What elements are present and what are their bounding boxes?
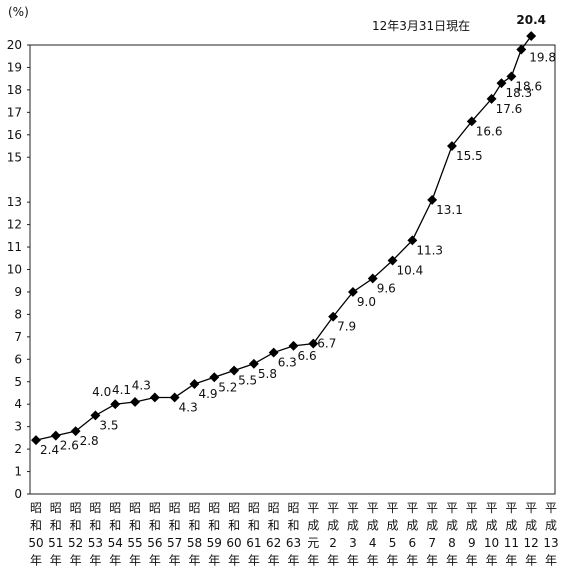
x-tick-label: 昭和 52 年 bbox=[68, 501, 83, 568]
x-tick-label: 昭和 55 年 bbox=[127, 501, 142, 568]
x-tick-label: 昭和 57 年 bbox=[167, 501, 182, 568]
marker bbox=[367, 273, 378, 284]
x-tick-label: 平成 2 年 bbox=[327, 501, 339, 568]
data-label: 5.5 bbox=[238, 374, 257, 388]
marker bbox=[387, 255, 398, 266]
y-tick-label: 10 bbox=[7, 263, 22, 277]
y-tick-label: 15 bbox=[7, 150, 22, 164]
y-tick-label: 3 bbox=[14, 420, 22, 434]
marker bbox=[427, 194, 438, 205]
data-label: 7.9 bbox=[337, 320, 356, 334]
y-tick-label: 19 bbox=[7, 60, 22, 74]
x-tick-label: 昭和 51 年 bbox=[48, 501, 63, 568]
x-tick-label: 昭和 63 年 bbox=[286, 501, 301, 568]
marker bbox=[229, 365, 240, 376]
marker bbox=[169, 392, 180, 403]
y-tick-label: 13 bbox=[7, 195, 22, 209]
y-tick-label: 7 bbox=[14, 330, 22, 344]
y-tick-label: 2 bbox=[14, 442, 22, 456]
data-label: 18.6 bbox=[515, 79, 542, 93]
marker bbox=[516, 44, 527, 55]
marker bbox=[347, 287, 358, 297]
data-label: 5.8 bbox=[258, 367, 277, 381]
x-tick-label: 平成 12 年 bbox=[524, 501, 539, 568]
y-tick-label: 11 bbox=[7, 240, 22, 254]
y-tick-label: 16 bbox=[7, 128, 22, 142]
marker bbox=[130, 397, 140, 407]
x-tick-label: 昭和 58 年 bbox=[187, 501, 202, 568]
marker bbox=[526, 31, 537, 41]
marker bbox=[328, 311, 339, 322]
data-label: 9.6 bbox=[377, 281, 396, 295]
x-tick-label: 平成元年 bbox=[307, 501, 319, 568]
data-label: 19.8 bbox=[529, 50, 556, 64]
x-tick-label: 平成 5 年 bbox=[387, 501, 399, 568]
x-tick-label: 平成 7 年 bbox=[426, 501, 438, 568]
x-tick-label: 昭和 60 年 bbox=[226, 501, 241, 568]
y-tick-label: 5 bbox=[14, 375, 22, 389]
data-label: 15.5 bbox=[456, 149, 483, 163]
x-tick-label: 昭和 59 年 bbox=[207, 501, 222, 568]
data-label: 4.9 bbox=[198, 387, 217, 401]
marker bbox=[288, 340, 299, 351]
marker bbox=[209, 372, 220, 383]
y-tick-label: 6 bbox=[14, 352, 22, 366]
x-tick-label: 平成 8 年 bbox=[446, 501, 458, 568]
data-label: 9.0 bbox=[357, 295, 376, 309]
y-tick-label: 9 bbox=[14, 285, 22, 299]
y-tick-label: 1 bbox=[14, 465, 22, 479]
marker bbox=[149, 392, 160, 403]
data-label: 4.3 bbox=[179, 400, 198, 414]
marker bbox=[308, 338, 319, 349]
marker bbox=[447, 141, 457, 151]
y-tick-label: 20 bbox=[7, 38, 22, 52]
x-tick-label: 昭和 56 年 bbox=[147, 501, 162, 568]
x-tick-label: 昭和 61 年 bbox=[246, 501, 261, 568]
data-label: 20.4 bbox=[516, 13, 546, 27]
y-tick-label: 0 bbox=[14, 487, 22, 501]
x-tick-label: 平成 11 年 bbox=[504, 501, 519, 568]
x-tick-label: 昭和 54 年 bbox=[108, 501, 123, 568]
marker bbox=[189, 379, 200, 389]
data-label: 11.3 bbox=[416, 243, 443, 257]
x-tick-label: 平成 9 年 bbox=[466, 501, 478, 568]
data-label: 2.6 bbox=[60, 439, 79, 453]
data-label: 3.5 bbox=[99, 418, 118, 432]
y-tick-label: 4 bbox=[14, 397, 22, 411]
x-tick-label: 昭和 50 年 bbox=[28, 501, 43, 568]
x-tick-label: 昭和 62 年 bbox=[266, 501, 281, 568]
data-label: 2.4 bbox=[40, 443, 59, 457]
data-label: 18.3 bbox=[505, 86, 532, 100]
x-tick-label: 昭和 53 年 bbox=[88, 501, 103, 568]
data-label: 16.6 bbox=[476, 124, 503, 138]
data-label: 4.3 bbox=[132, 378, 151, 392]
data-label: 13.1 bbox=[436, 203, 463, 217]
x-tick-label: 平成 6 年 bbox=[406, 501, 418, 568]
data-label: 6.6 bbox=[298, 349, 317, 363]
x-tick-label: 平成 4 年 bbox=[367, 501, 379, 568]
annotation: 12年3月31日現在 bbox=[372, 19, 470, 33]
data-label: 6.7 bbox=[317, 337, 336, 351]
x-tick-label: 平成 10 年 bbox=[484, 501, 499, 568]
data-label: 6.3 bbox=[278, 356, 297, 370]
marker bbox=[110, 399, 121, 410]
data-label: 10.4 bbox=[397, 264, 424, 278]
marker bbox=[248, 358, 259, 369]
x-tick-label: 平成 3 年 bbox=[347, 501, 359, 568]
y-tick-label: 8 bbox=[14, 307, 22, 321]
line bbox=[35, 35, 532, 441]
x-tick-label: 平成 13 年 bbox=[543, 501, 558, 568]
data-label: 4.0 bbox=[92, 385, 111, 399]
y-tick-label: 12 bbox=[7, 218, 22, 232]
data-label: 4.1 bbox=[112, 383, 131, 397]
data-label: 5.2 bbox=[218, 380, 237, 394]
data-label: 2.8 bbox=[80, 434, 99, 448]
y-tick-label: 17 bbox=[7, 105, 22, 119]
data-label: 17.6 bbox=[496, 102, 523, 116]
marker bbox=[407, 235, 418, 246]
y-tick-label: 18 bbox=[7, 83, 22, 97]
marker bbox=[268, 347, 279, 358]
y-axis-label: (%) bbox=[8, 5, 29, 19]
